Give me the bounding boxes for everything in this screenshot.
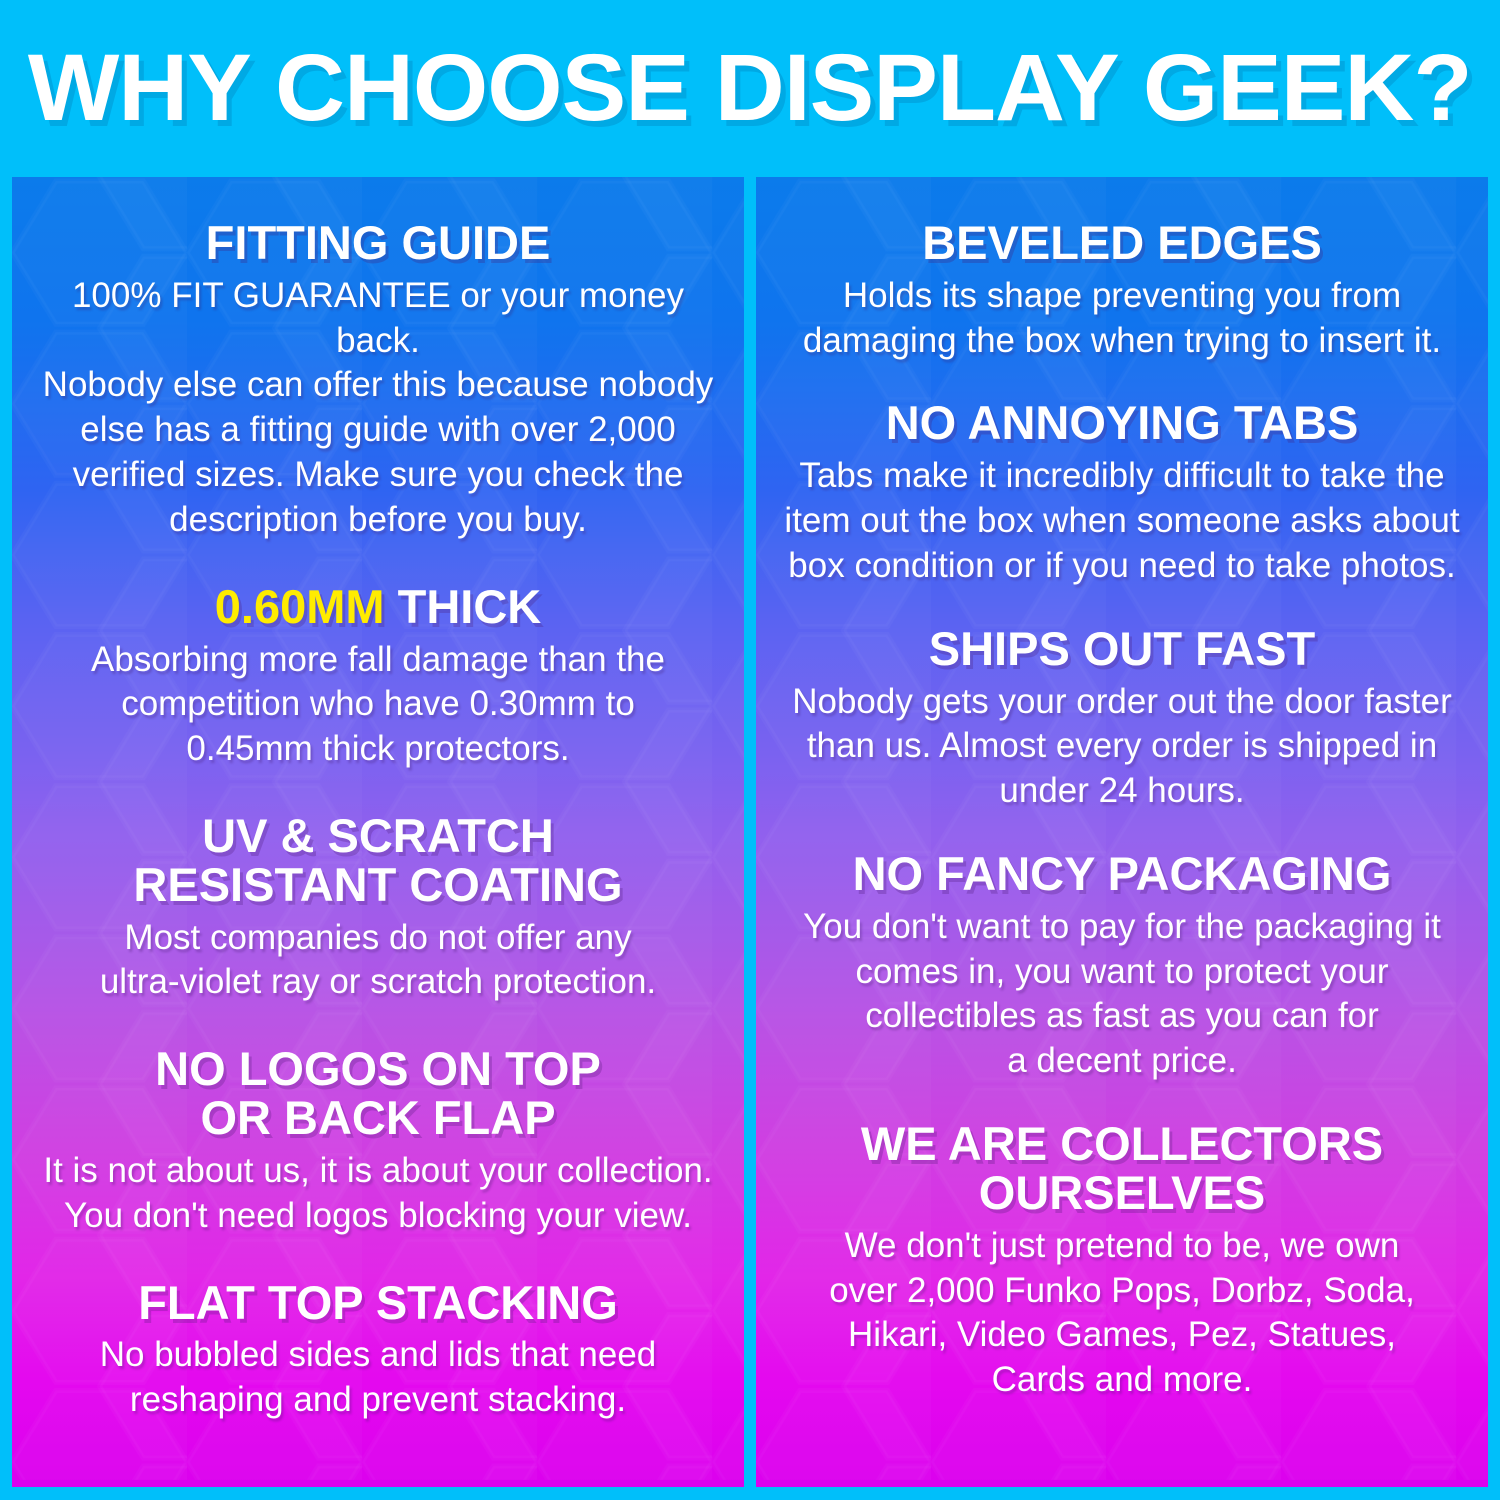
feature-ships-out-fast: SHIPS OUT FAST Nobody gets your order ou… bbox=[774, 621, 1470, 814]
feature-body: No bubbled sides and lids that need resh… bbox=[99, 1335, 657, 1420]
feature-title: NO FANCY PACKAGING bbox=[852, 847, 1392, 900]
feature-title: UV & SCRATCH RESISTANT COATING bbox=[133, 808, 623, 911]
thickness-rest: THICK bbox=[384, 579, 542, 633]
feature-uv-scratch-coating: UV & SCRATCH RESISTANT COATING Most comp… bbox=[30, 808, 726, 1005]
feature-title: NO ANNOYING TABS bbox=[885, 396, 1359, 450]
feature-body: Most companies do not offer any ultra-vi… bbox=[99, 917, 657, 1002]
feature-no-fancy-packaging: NO FANCY PACKAGING You don't want to pay… bbox=[774, 847, 1470, 1084]
feature-body: Holds its shape preventing you from dama… bbox=[802, 275, 1442, 360]
page-header: WHY CHOOSE DISPLAY GEEK? bbox=[0, 0, 1500, 177]
feature-we-are-collectors: WE ARE COLLECTORS OURSELVES We don't jus… bbox=[774, 1117, 1470, 1403]
feature-body: We don't just pretend to be, we own over… bbox=[829, 1225, 1415, 1400]
feature-fitting-guide: FITTING GUIDE 100% FIT GUARANTEE or your… bbox=[30, 216, 726, 543]
feature-body: 100% FIT GUARANTEE or your money back. N… bbox=[42, 275, 714, 539]
feature-flat-top-stacking: FLAT TOP STACKING No bubbled sides and l… bbox=[30, 1275, 726, 1423]
thickness-highlight: 0.60MM bbox=[214, 579, 385, 633]
feature-no-logos: NO LOGOS ON TOP OR BACK FLAP It is not a… bbox=[30, 1042, 726, 1238]
feature-title: WE ARE COLLECTORS OURSELVES bbox=[860, 1117, 1384, 1219]
feature-title: FLAT TOP STACKING bbox=[138, 1275, 618, 1329]
feature-title: SHIPS OUT FAST bbox=[928, 621, 1316, 675]
feature-body: You don't want to pay for the packaging … bbox=[803, 906, 1441, 1081]
right-feature-panel: BEVELED EDGES Holds its shape preventing… bbox=[756, 177, 1488, 1487]
features-panels: FITTING GUIDE 100% FIT GUARANTEE or your… bbox=[12, 177, 1488, 1487]
right-column: BEVELED EDGES Holds its shape preventing… bbox=[774, 191, 1470, 1477]
feature-title: 0.60MM THICK bbox=[30, 579, 726, 633]
feature-beveled-edges: BEVELED EDGES Holds its shape preventing… bbox=[774, 216, 1470, 363]
feature-no-annoying-tabs: NO ANNOYING TABS Tabs make it incredibly… bbox=[774, 399, 1470, 588]
page-title: WHY CHOOSE DISPLAY GEEK? bbox=[28, 35, 1473, 141]
feature-body: Tabs make it incredibly difficult to tak… bbox=[784, 456, 1460, 585]
feature-body: Nobody gets your order out the door fast… bbox=[792, 681, 1452, 811]
left-column: FITTING GUIDE 100% FIT GUARANTEE or your… bbox=[30, 191, 726, 1477]
feature-title: NO LOGOS ON TOP OR BACK FLAP bbox=[155, 1042, 601, 1145]
feature-title: FITTING GUIDE bbox=[205, 216, 551, 269]
feature-thickness: 0.60MM THICK Absorbing more fall damage … bbox=[30, 579, 726, 772]
feature-body: It is not about us, it is about your col… bbox=[43, 1151, 713, 1235]
left-feature-panel: FITTING GUIDE 100% FIT GUARANTEE or your… bbox=[12, 177, 744, 1487]
feature-title: BEVELED EDGES bbox=[922, 216, 1322, 269]
feature-body: Absorbing more fall damage than the comp… bbox=[91, 639, 665, 769]
